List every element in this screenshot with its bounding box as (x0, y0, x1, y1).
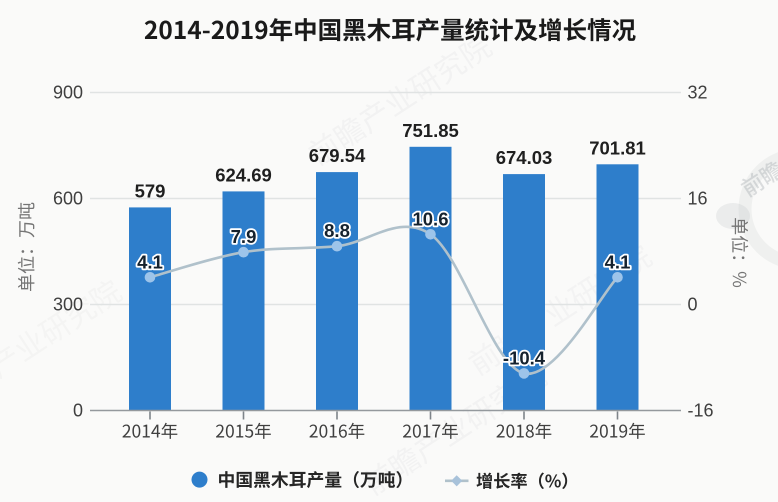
svg-text:900: 900 (53, 83, 83, 103)
svg-text:600: 600 (53, 189, 83, 209)
svg-text:701.81: 701.81 (589, 137, 646, 158)
svg-text:0: 0 (688, 295, 698, 315)
svg-text:679.54: 679.54 (309, 145, 366, 166)
svg-text:0: 0 (73, 401, 83, 421)
svg-text:674.03: 674.03 (496, 147, 553, 168)
svg-text:16: 16 (688, 189, 708, 209)
svg-text:4.1: 4.1 (605, 251, 631, 272)
svg-text:579: 579 (135, 180, 166, 201)
svg-text:300: 300 (53, 295, 83, 315)
svg-text:7.9: 7.9 (231, 226, 257, 247)
svg-text:4.1: 4.1 (137, 251, 163, 272)
svg-text:10.6: 10.6 (412, 208, 448, 229)
svg-text:32: 32 (688, 83, 708, 103)
svg-text:624.69: 624.69 (215, 164, 272, 185)
svg-text:-16: -16 (688, 401, 714, 421)
svg-text:751.85: 751.85 (402, 120, 459, 141)
svg-text:8.8: 8.8 (324, 220, 350, 241)
svg-text:-10.4: -10.4 (503, 347, 546, 368)
